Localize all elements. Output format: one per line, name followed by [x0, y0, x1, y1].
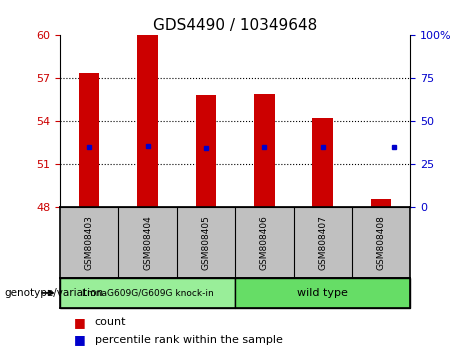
Text: ■: ■ — [74, 333, 85, 346]
Text: GSM808404: GSM808404 — [143, 215, 152, 270]
Text: GSM808408: GSM808408 — [377, 215, 385, 270]
Bar — [313, 118, 333, 207]
Bar — [195, 96, 216, 207]
Bar — [60, 278, 235, 308]
Text: GSM808405: GSM808405 — [201, 215, 210, 270]
Text: percentile rank within the sample: percentile rank within the sample — [95, 335, 283, 345]
Bar — [371, 199, 391, 207]
Text: ■: ■ — [74, 316, 85, 329]
Text: genotype/variation: genotype/variation — [5, 288, 104, 298]
Text: wild type: wild type — [297, 288, 348, 298]
Text: GSM808403: GSM808403 — [85, 215, 94, 270]
Text: GSM808406: GSM808406 — [260, 215, 269, 270]
Title: GDS4490 / 10349648: GDS4490 / 10349648 — [153, 18, 317, 33]
Bar — [79, 73, 100, 207]
Bar — [137, 35, 158, 207]
Text: LmnaG609G/G609G knock-in: LmnaG609G/G609G knock-in — [82, 289, 213, 297]
Bar — [254, 94, 275, 207]
Text: count: count — [95, 317, 126, 327]
Text: GSM808407: GSM808407 — [318, 215, 327, 270]
Bar — [235, 278, 410, 308]
